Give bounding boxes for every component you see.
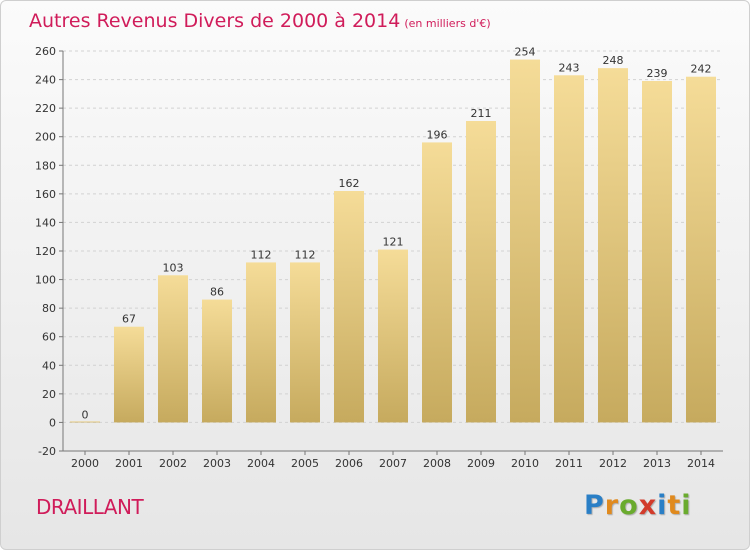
- x-tick-label: 2004: [247, 457, 275, 470]
- x-tick-label: 2009: [467, 457, 495, 470]
- y-tick-label: -20: [38, 445, 56, 458]
- data-label: 243: [559, 61, 580, 74]
- logo-letter: t: [667, 490, 682, 521]
- y-tick-label: 120: [35, 245, 56, 258]
- bar: [334, 191, 364, 423]
- logo-letter: o: [619, 490, 639, 521]
- y-tick-label: 0: [49, 416, 56, 429]
- logo-letter: i: [681, 490, 692, 521]
- x-tick-label: 2002: [159, 457, 187, 470]
- x-tick-label: 2011: [555, 457, 583, 470]
- chart-subtitle: (en milliers d'€): [404, 17, 491, 30]
- data-label: 254: [515, 46, 536, 59]
- bar: [642, 81, 672, 423]
- bar: [70, 421, 100, 423]
- data-label: 112: [251, 248, 272, 261]
- x-tick-label: 2010: [511, 457, 539, 470]
- data-label: 162: [339, 177, 360, 190]
- bar: [510, 59, 540, 423]
- y-tick-label: 220: [35, 102, 56, 115]
- x-tick-label: 2003: [203, 457, 231, 470]
- y-tick-label: 80: [42, 302, 56, 315]
- data-label: 0: [82, 408, 89, 421]
- data-label: 86: [210, 286, 224, 299]
- bar: [114, 326, 144, 423]
- bar: [598, 68, 628, 423]
- bar: [158, 275, 188, 423]
- data-label: 196: [427, 128, 448, 141]
- commune-name: DRAILLANT: [36, 495, 144, 519]
- bar: [554, 75, 584, 423]
- x-tick-label: 2005: [291, 457, 319, 470]
- data-label: 211: [471, 107, 492, 120]
- proxiti-logo[interactable]: Proxiti: [584, 490, 692, 521]
- data-label: 242: [691, 63, 712, 76]
- data-label: 248: [603, 54, 624, 67]
- y-tick-label: 40: [42, 359, 56, 372]
- data-label: 112: [295, 248, 316, 261]
- y-tick-label: 200: [35, 131, 56, 144]
- bar: [686, 76, 716, 423]
- logo-letter: r: [604, 490, 620, 521]
- y-tick-label: 20: [42, 388, 56, 401]
- axes: -20 0 20 40 60 80 100 120 140 160 180 200 220 240 260 2…: [35, 45, 723, 470]
- data-label: 103: [163, 261, 184, 274]
- bar: [290, 262, 320, 423]
- x-tick-label: 2007: [379, 457, 407, 470]
- bar: [466, 121, 496, 423]
- y-tick-label: 240: [35, 74, 56, 87]
- data-label: 239: [647, 67, 668, 80]
- y-tick-label: 60: [42, 331, 56, 344]
- bar: [202, 299, 232, 423]
- x-tick-label: 2013: [643, 457, 671, 470]
- data-label: 67: [122, 313, 136, 326]
- x-tick-label: 2014: [687, 457, 715, 470]
- logo-letter: P: [584, 490, 605, 521]
- x-tick-label: 2012: [599, 457, 627, 470]
- value-labels: 0 67 103 86 112 112 162 121 196 211 254 243 248 239 24…: [82, 46, 712, 422]
- y-tick-label: 100: [35, 274, 56, 287]
- logo-letter: x: [638, 490, 658, 521]
- x-tick-label: 2008: [423, 457, 451, 470]
- data-label: 121: [383, 236, 404, 249]
- chart-title: Autres Revenus Divers de 2000 à 2014 (en …: [29, 10, 491, 32]
- logo-letter: i: [657, 490, 668, 521]
- y-tick-label: 180: [35, 159, 56, 172]
- y-tick-label: 140: [35, 216, 56, 229]
- bar: [378, 249, 408, 423]
- x-tick-label: 2001: [115, 457, 143, 470]
- chart-title-text: Autres Revenus Divers de 2000 à 2014: [29, 10, 401, 32]
- bar: [246, 262, 276, 423]
- bar: [422, 142, 452, 423]
- y-tick-label: 160: [35, 188, 56, 201]
- x-tick-label: 2000: [71, 457, 99, 470]
- x-tick-label: 2006: [335, 457, 363, 470]
- bars: [70, 59, 716, 423]
- y-tick-label: 260: [35, 45, 56, 58]
